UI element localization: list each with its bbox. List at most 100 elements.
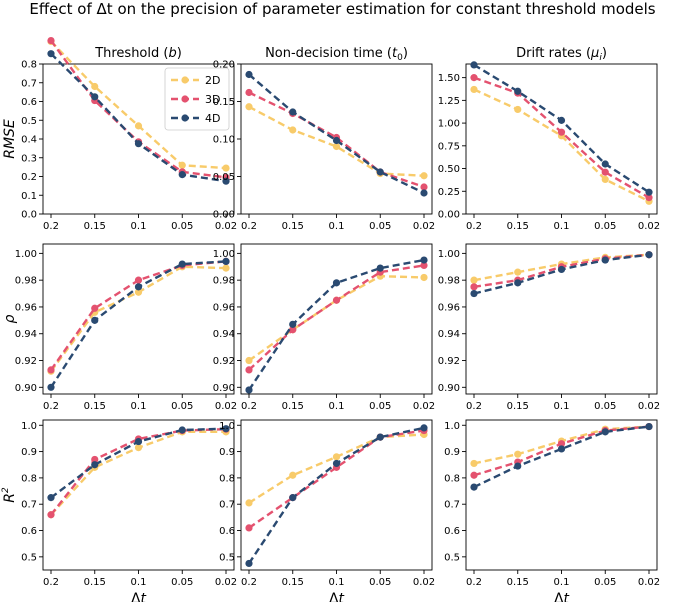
y-tick-label: 0.96 bbox=[15, 302, 37, 313]
y-tick-label: 0.20 bbox=[213, 60, 235, 71]
x-tick-label: 0.2 bbox=[466, 577, 482, 588]
data-point-2D bbox=[514, 450, 522, 458]
data-point-2D bbox=[514, 105, 522, 114]
row-label: RMSE bbox=[2, 119, 18, 159]
x-tick-label: 0.02 bbox=[413, 577, 435, 588]
panel-2-1: 0.90 0.92 0.94 0.96 0.98 1.00 0.2 0.15 0.1 0.05 0.… bbox=[2, 243, 237, 412]
x-tick-label: 0.02 bbox=[413, 401, 435, 412]
x-tick-label: 0.1 bbox=[329, 577, 345, 588]
y-tick-label: 0.25 bbox=[438, 187, 460, 198]
data-point-2D bbox=[470, 459, 478, 468]
x-tick-label: 0.05 bbox=[369, 221, 391, 232]
axes-frame bbox=[240, 243, 433, 395]
data-point-2D bbox=[470, 85, 478, 94]
data-point-4D bbox=[178, 171, 186, 179]
legend-label-2D: 2D bbox=[205, 74, 220, 87]
data-point-2D bbox=[134, 288, 143, 296]
y-tick-label: 1.00 bbox=[213, 249, 235, 260]
data-point-4D bbox=[178, 426, 186, 434]
data-point-2D bbox=[289, 126, 297, 134]
y-tick-label: 0.9 bbox=[444, 447, 460, 458]
x-tick-label: 0.02 bbox=[638, 221, 660, 232]
data-point-4D bbox=[514, 87, 522, 95]
panel-1-3: 0.00 0.25 0.50 0.75 1.00 1.25 1.50 0.2 0.15 0.1 0.… bbox=[438, 46, 660, 232]
x-axis-label: Δt bbox=[329, 591, 345, 602]
data-point-4D bbox=[376, 433, 384, 441]
data-point-2D bbox=[470, 276, 478, 284]
data-point-3D bbox=[47, 366, 55, 374]
y-tick-label: 1.00 bbox=[438, 249, 460, 260]
x-tick-label: 0.15 bbox=[84, 221, 106, 232]
x-tick-label: 0.1 bbox=[131, 221, 147, 232]
axes-frame bbox=[240, 419, 433, 571]
y-tick-label: 0.96 bbox=[438, 302, 460, 313]
x-tick-label: 0.15 bbox=[507, 577, 529, 588]
y-tick-label: 0.92 bbox=[213, 356, 235, 367]
panel-title-subscript: i bbox=[599, 53, 602, 63]
data-point-4D bbox=[420, 424, 428, 432]
x-tick-label: 0.02 bbox=[638, 577, 660, 588]
x-tick-label: 0.05 bbox=[594, 221, 616, 232]
y-tick-label: 0.6 bbox=[444, 526, 460, 537]
y-tick-label: 0.50 bbox=[438, 164, 460, 175]
panel-title: Non-decision time (t0) bbox=[265, 46, 408, 63]
data-point-4D bbox=[47, 50, 55, 58]
data-point-4D bbox=[645, 251, 653, 259]
series-line-4D bbox=[248, 73, 425, 195]
y-tick-label: 0.5 bbox=[21, 552, 37, 563]
series-line-4D bbox=[248, 426, 425, 565]
series-line-3D bbox=[248, 91, 425, 189]
panel-title-symbol: b bbox=[168, 46, 176, 61]
y-tick-label: 0.5 bbox=[219, 552, 235, 563]
data-point-4D bbox=[178, 260, 186, 268]
y-tick-label: 0.3 bbox=[21, 153, 37, 164]
data-point-4D bbox=[47, 383, 55, 391]
series-line-4D bbox=[473, 425, 650, 489]
x-tick-label: 0.1 bbox=[329, 401, 345, 412]
data-point-4D bbox=[376, 168, 384, 176]
series-line-4D bbox=[248, 258, 425, 391]
y-tick-label: 0.7 bbox=[21, 78, 37, 89]
data-point-3D bbox=[289, 326, 297, 334]
x-tick-label: 0.2 bbox=[43, 401, 59, 412]
y-tick-label: 0.98 bbox=[15, 276, 37, 287]
x-axis-label-var: t bbox=[339, 591, 345, 602]
data-point-4D bbox=[245, 386, 253, 394]
x-tick-label: 0.2 bbox=[43, 221, 59, 232]
y-tick-label: 0.75 bbox=[438, 141, 460, 152]
data-point-4D bbox=[91, 316, 99, 324]
data-point-4D bbox=[557, 445, 566, 453]
legend-marker-2D bbox=[181, 76, 189, 84]
y-tick-label: 0.7 bbox=[21, 500, 37, 511]
data-point-4D bbox=[470, 289, 478, 298]
x-axis-label-var: t bbox=[141, 591, 147, 602]
x-tick-label: 0.05 bbox=[171, 577, 193, 588]
figure-title: Effect of Δt on the precision of paramet… bbox=[29, 0, 655, 18]
panel-title-subscript: 0 bbox=[397, 53, 403, 63]
x-axis-label: Δt bbox=[554, 591, 570, 602]
panel-1-1: 0.0 0.1 0.2 0.3 0.4 0.5 0.6 0.7 0.8 0.2 0.15 0.1 0.0… bbox=[2, 36, 237, 232]
y-tick-label: 0.1 bbox=[21, 191, 37, 202]
panel-3-1: 0.5 0.6 0.7 0.8 0.9 1.0 0.2 0.15 0.1 0.05 0.02 R2 Δt bbox=[1, 419, 237, 602]
x-tick-label: 0.05 bbox=[369, 577, 391, 588]
data-point-3D bbox=[420, 261, 428, 270]
data-point-3D bbox=[557, 128, 566, 136]
data-point-4D bbox=[245, 70, 253, 79]
data-point-4D bbox=[645, 422, 653, 431]
y-tick-label: 0.10 bbox=[213, 135, 235, 146]
data-point-4D bbox=[332, 279, 341, 287]
data-point-2D bbox=[289, 471, 297, 479]
data-point-3D bbox=[245, 524, 253, 532]
panel-title: Drift rates (μi) bbox=[516, 46, 607, 63]
data-point-4D bbox=[134, 140, 143, 148]
axes-frame bbox=[42, 243, 235, 395]
data-point-4D bbox=[601, 256, 609, 264]
data-point-4D bbox=[514, 462, 522, 470]
y-tick-label: 0.0 bbox=[21, 210, 37, 221]
data-point-2D bbox=[134, 444, 143, 452]
x-tick-label: 0.05 bbox=[594, 401, 616, 412]
series-line-2D bbox=[248, 274, 425, 362]
data-point-4D bbox=[514, 279, 522, 287]
data-point-3D bbox=[91, 304, 99, 312]
x-axis-label-var: t bbox=[564, 591, 570, 602]
